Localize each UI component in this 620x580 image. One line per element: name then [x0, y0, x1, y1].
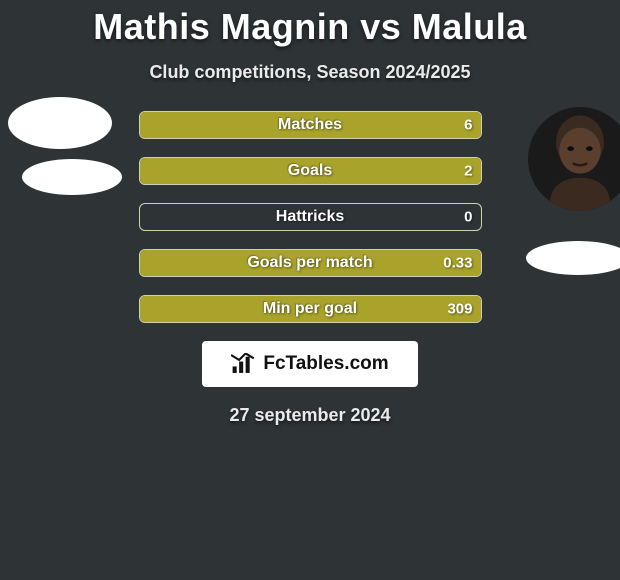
subtitle: Club competitions, Season 2024/2025	[0, 62, 620, 83]
player-left-avatar-top	[8, 97, 112, 149]
stat-bar-label: Goals per match	[247, 254, 372, 272]
stat-bar-label: Matches	[278, 116, 342, 134]
fctables-logo: FcTables.com	[202, 341, 418, 387]
stat-bar-value-right: 0.33	[443, 255, 472, 272]
stat-bar-value-right: 2	[464, 163, 472, 180]
stat-bar-label: Goals	[288, 162, 332, 180]
stat-bar-label: Hattricks	[276, 208, 344, 226]
stat-bar: Goals per match 0.33	[139, 249, 482, 277]
player-left-avatar-bottom	[22, 159, 122, 195]
page-title: Mathis Magnin vs Malula	[0, 0, 620, 48]
stat-bar-value-right: 6	[464, 117, 472, 134]
comparison-bars: Matches 6 Goals 2 Hattricks 0 Goals per match 0…	[139, 111, 482, 323]
stat-bar: Goals 2	[139, 157, 482, 185]
player-right-face-icon	[528, 107, 620, 211]
logo-text: FcTables.com	[263, 353, 388, 375]
bar-chart-icon	[231, 353, 257, 375]
stat-bar-value-right: 309	[447, 301, 472, 318]
comparison-section: Matches 6 Goals 2 Hattricks 0 Goals per match 0…	[0, 111, 620, 426]
stat-bar: Matches 6	[139, 111, 482, 139]
date-label: 27 september 2024	[0, 405, 620, 426]
stat-bar-value-right: 0	[464, 209, 472, 226]
player-right-avatar	[528, 107, 620, 211]
stat-bar: Min per goal 309	[139, 295, 482, 323]
stat-bar: Hattricks 0	[139, 203, 482, 231]
stat-bar-label: Min per goal	[263, 300, 357, 318]
player-right-avatar-shadow	[526, 241, 620, 275]
